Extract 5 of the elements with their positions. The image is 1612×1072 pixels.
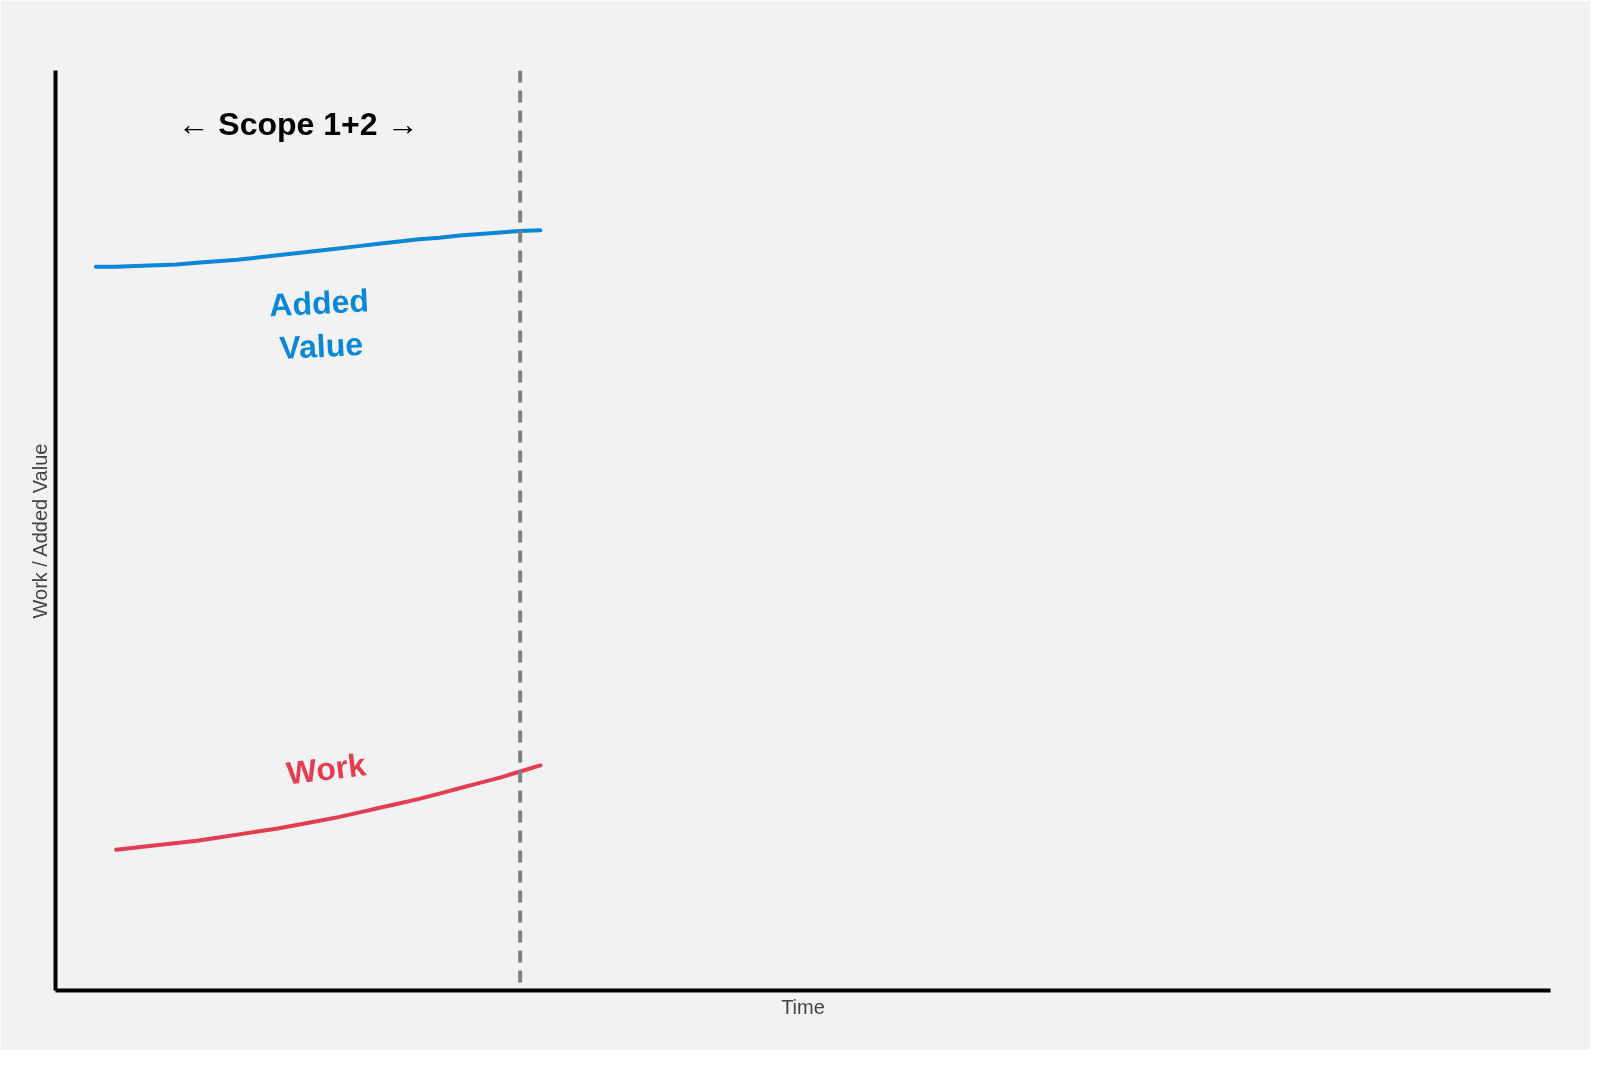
y-axis-title: Work / Added Value (28, 443, 51, 619)
text: Work (284, 746, 368, 792)
x-axis-title: Time (781, 995, 825, 1018)
text: ← Scope 1+2 → (177, 105, 419, 142)
series-label: Added Value (268, 282, 370, 367)
